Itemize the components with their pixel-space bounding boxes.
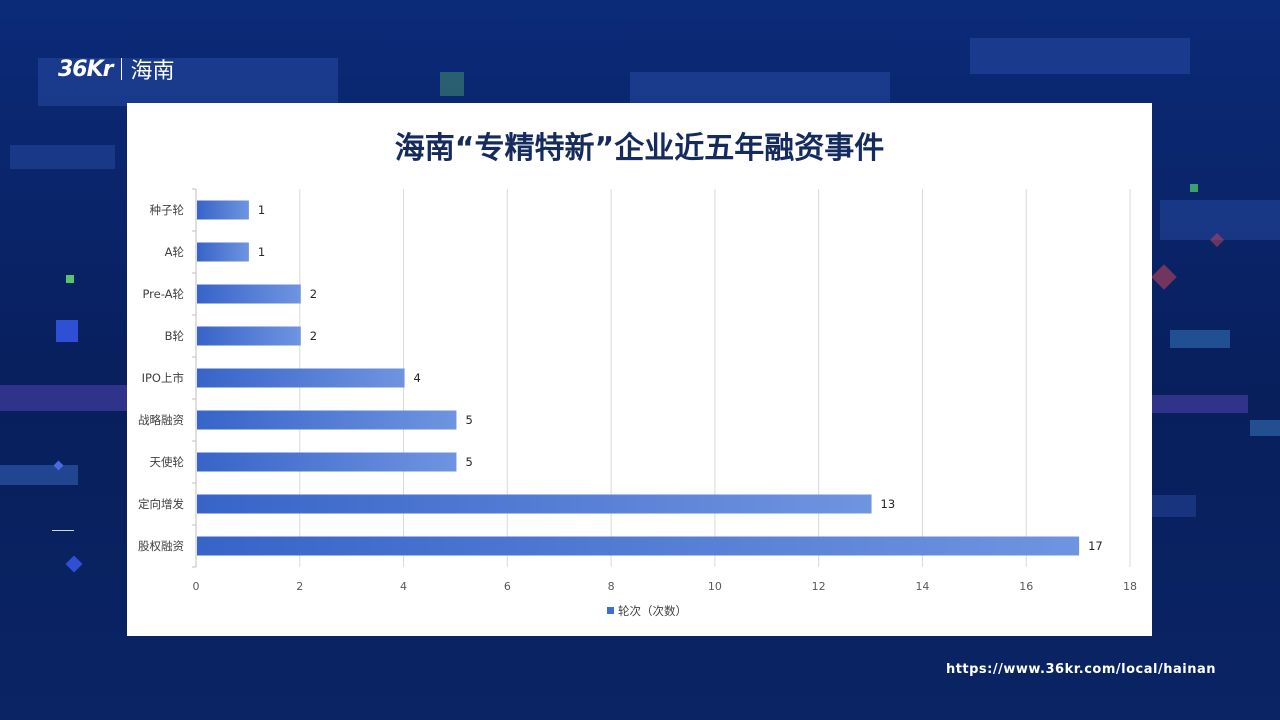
category-label: 定向增发 — [138, 497, 184, 511]
x-tick-label: 18 — [1123, 580, 1137, 593]
data-label: 2 — [310, 329, 317, 343]
x-tick-label: 14 — [915, 580, 929, 593]
data-label: 2 — [310, 287, 317, 301]
x-tick-label: 4 — [400, 580, 407, 593]
brand-logo[interactable]: 36Kr 海南 — [58, 54, 175, 85]
logo-region: 海南 — [130, 59, 175, 84]
data-label: 4 — [414, 371, 421, 385]
chart-card: 海南“专精特新”企业近五年融资事件 0 2 4 6 8 10 12 14 16 18 种子轮 1 A轮 1… — [127, 103, 1152, 636]
bar — [197, 494, 872, 514]
decor-dash — [52, 530, 74, 531]
category-label: Pre-A轮 — [142, 287, 184, 301]
data-label: 13 — [881, 497, 896, 511]
data-label: 5 — [465, 413, 472, 427]
bar — [197, 410, 457, 430]
x-tick-label: 16 — [1019, 580, 1033, 593]
bar — [197, 242, 249, 262]
bar — [197, 536, 1080, 556]
x-tick-label: 10 — [708, 580, 722, 593]
data-label: 5 — [465, 455, 472, 469]
footer-url[interactable]: https://www.36kr.com/local/hainan — [945, 662, 1216, 677]
category-label: 股权融资 — [138, 539, 184, 553]
x-tick-label: 2 — [296, 580, 303, 593]
chart-title: 海南“专精特新”企业近五年融资事件 — [394, 131, 885, 166]
logo-divider — [120, 58, 122, 80]
data-label: 1 — [258, 203, 265, 217]
category-label: B轮 — [165, 329, 185, 343]
category-label: 天使轮 — [150, 455, 185, 469]
x-tick-label: 0 — [193, 580, 200, 593]
data-label: 17 — [1088, 539, 1103, 553]
category-label: A轮 — [165, 245, 185, 259]
category-label: IPO上市 — [142, 371, 184, 385]
bar — [197, 200, 249, 220]
x-tick-label: 12 — [812, 580, 826, 593]
legend-swatch — [607, 607, 614, 614]
data-label: 1 — [258, 245, 265, 259]
x-tick-label: 8 — [608, 580, 615, 593]
logo-brand: 36Kr — [58, 56, 114, 82]
bar — [197, 452, 457, 472]
bar — [197, 284, 301, 304]
category-label: 战略融资 — [138, 413, 184, 427]
legend-label: 轮次（次数） — [618, 604, 687, 618]
bar-chart: 0 2 4 6 8 10 12 14 16 18 种子轮 1 A轮 1 Pre-A轮 2 B轮 2 IPO上市 4 战略… — [138, 188, 1137, 618]
bar — [197, 368, 405, 388]
bar — [197, 326, 301, 346]
x-tick-label: 6 — [504, 580, 511, 593]
category-label: 种子轮 — [150, 203, 185, 217]
